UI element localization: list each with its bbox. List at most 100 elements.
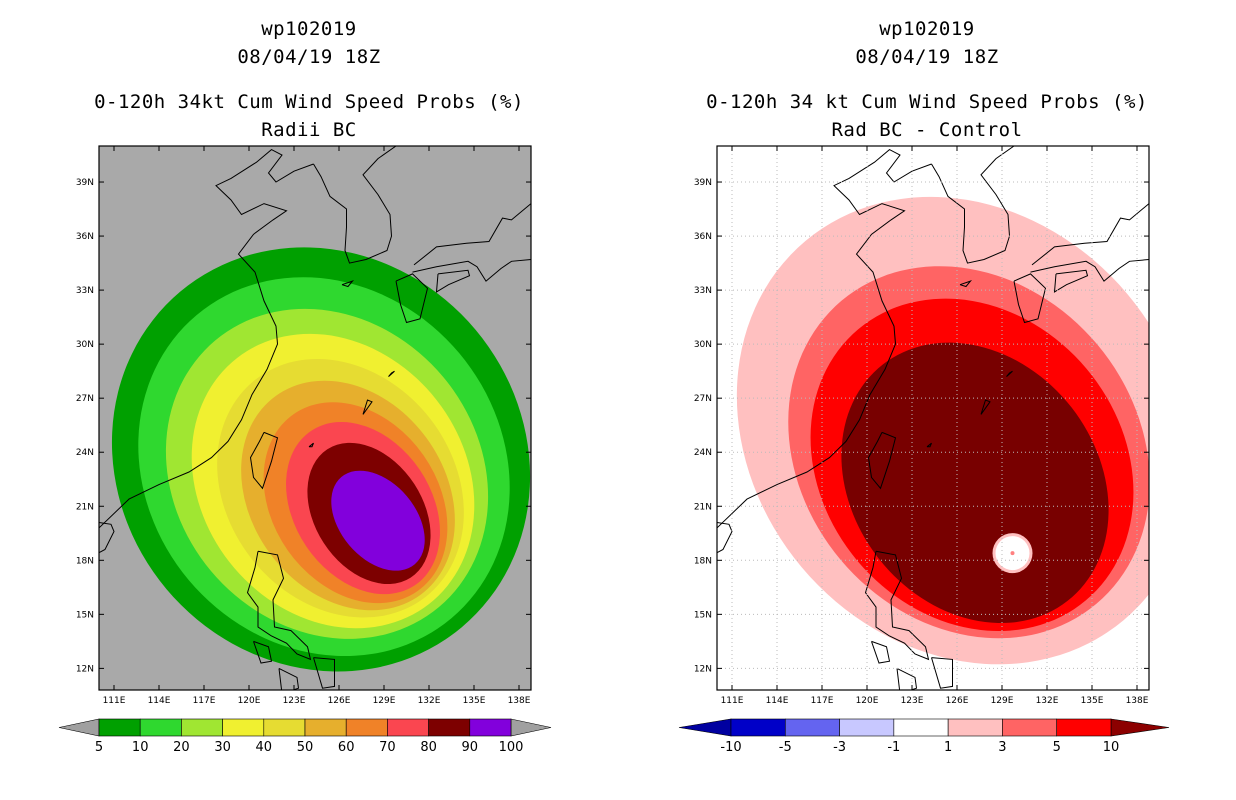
coastline	[1031, 203, 1149, 266]
colorbar-swatch	[469, 718, 512, 737]
contour-90	[331, 470, 425, 571]
lon-label: 126E	[946, 696, 969, 706]
lat-label: 36N	[76, 232, 94, 242]
probability-map: 111E 114E 117E 120E 123E 126E 129E 132E 135E 138E…	[58, 145, 552, 755]
map-frame	[716, 145, 1150, 691]
coastline	[931, 657, 953, 689]
colorbar-label: 60	[338, 740, 355, 755]
lon-label: 123E	[283, 696, 306, 706]
lon-label: 135E	[1081, 696, 1104, 706]
coastline	[341, 280, 355, 288]
coastline	[864, 550, 930, 661]
colorbar-swatch	[784, 718, 840, 737]
lon-label: 135E	[463, 696, 486, 706]
colorbar: 5 10 20 30 40 50 60 70 80 90 100	[58, 718, 552, 755]
coastline	[717, 522, 733, 554]
contour-layer	[111, 247, 531, 672]
lat-label: 30N	[76, 340, 94, 350]
colorbar-swatch	[1056, 718, 1112, 737]
right-panel: wp102019 08/04/19 18Z 0-120h 34 kt Cum W…	[618, 0, 1236, 800]
map-subtitle: Rad BC - Control	[831, 119, 1023, 141]
colorbar-start-arrow	[678, 718, 732, 737]
lon-label: 111E	[103, 696, 126, 706]
lon-label: 117E	[811, 696, 834, 706]
gridlines	[717, 146, 1149, 690]
coastline	[1006, 370, 1013, 377]
colorbar-label: -5	[779, 740, 792, 755]
coastline	[278, 667, 300, 690]
coastline	[1013, 273, 1047, 324]
coastline	[1053, 269, 1089, 293]
coastline	[980, 399, 991, 415]
lon-label: 117E	[193, 696, 216, 706]
lat-label: 12N	[76, 664, 94, 674]
lat-label: 18N	[694, 556, 712, 566]
lon-label: 120E	[238, 696, 261, 706]
colorbar-swatch	[263, 718, 306, 737]
lat-label: 12N	[694, 664, 712, 674]
coastline	[959, 280, 973, 288]
coastline	[313, 146, 397, 264]
lon-label: 129E	[991, 696, 1014, 706]
datetime: 08/04/19 18Z	[855, 46, 999, 68]
datetime: 08/04/19 18Z	[237, 46, 381, 68]
coastline	[99, 149, 314, 529]
coastline	[1030, 259, 1149, 282]
lat-label: 36N	[694, 232, 712, 242]
colorbar-swatch	[839, 718, 895, 737]
colorbar-start-arrow	[58, 718, 100, 737]
coastline	[362, 399, 373, 415]
colorbar-swatch	[1002, 718, 1058, 737]
colorbar-label: -10	[720, 740, 741, 755]
colorbar-swatch	[947, 718, 1003, 737]
coastline	[896, 667, 918, 690]
left-panel: wp102019 08/04/19 18Z 0-120h 34kt Cum Wi…	[58, 18, 552, 755]
colorbar-label: 70	[379, 740, 396, 755]
colorbar-label: 10	[132, 740, 149, 755]
contour-10	[841, 342, 1109, 624]
colorbar-end-arrow	[1110, 718, 1170, 737]
coastline	[249, 431, 279, 490]
map-frame	[98, 145, 532, 691]
lon-label: 114E	[148, 696, 171, 706]
lat-label: 15N	[694, 610, 712, 620]
coastlines	[717, 146, 1149, 690]
colorbar-label: 5	[1053, 740, 1061, 755]
colorbar-swatch	[304, 718, 347, 737]
colorbar-swatch	[139, 718, 182, 737]
colorbar-swatch	[345, 718, 388, 737]
colorbar-label: 50	[297, 740, 314, 755]
coastline	[395, 273, 429, 324]
lon-label: 132E	[1036, 696, 1059, 706]
lon-label: 129E	[373, 696, 396, 706]
colorbar-label: -1	[887, 740, 900, 755]
colorbar-label: 1	[944, 740, 952, 755]
coastline	[871, 640, 891, 664]
colorbar-label: 5	[95, 740, 103, 755]
colorbar-label: 20	[173, 740, 190, 755]
lat-label: 27N	[76, 394, 94, 404]
coastline	[313, 657, 335, 689]
lat-label: 15N	[76, 610, 94, 620]
coastline	[435, 269, 471, 293]
coastline	[308, 442, 314, 448]
coastline	[388, 370, 395, 377]
coastline	[926, 442, 932, 448]
colorbar-swatch	[428, 718, 471, 737]
coastline	[867, 431, 897, 490]
lon-label: 126E	[328, 696, 351, 706]
colorbar-end-arrow	[510, 718, 552, 737]
lat-label: 30N	[694, 340, 712, 350]
colorbar-swatch	[181, 718, 223, 737]
colorbar-label: 30	[214, 740, 231, 755]
lon-label: 111E	[721, 696, 744, 706]
lon-label: 138E	[508, 696, 531, 706]
lon-label: 132E	[418, 696, 441, 706]
lat-label: 27N	[694, 394, 712, 404]
lat-label: 21N	[76, 502, 94, 512]
lon-label: 120E	[856, 696, 879, 706]
lat-label: 33N	[76, 286, 94, 296]
colorbar-label: 90	[462, 740, 479, 755]
colorbar-swatch	[98, 718, 141, 737]
colorbar-swatch	[893, 718, 949, 737]
